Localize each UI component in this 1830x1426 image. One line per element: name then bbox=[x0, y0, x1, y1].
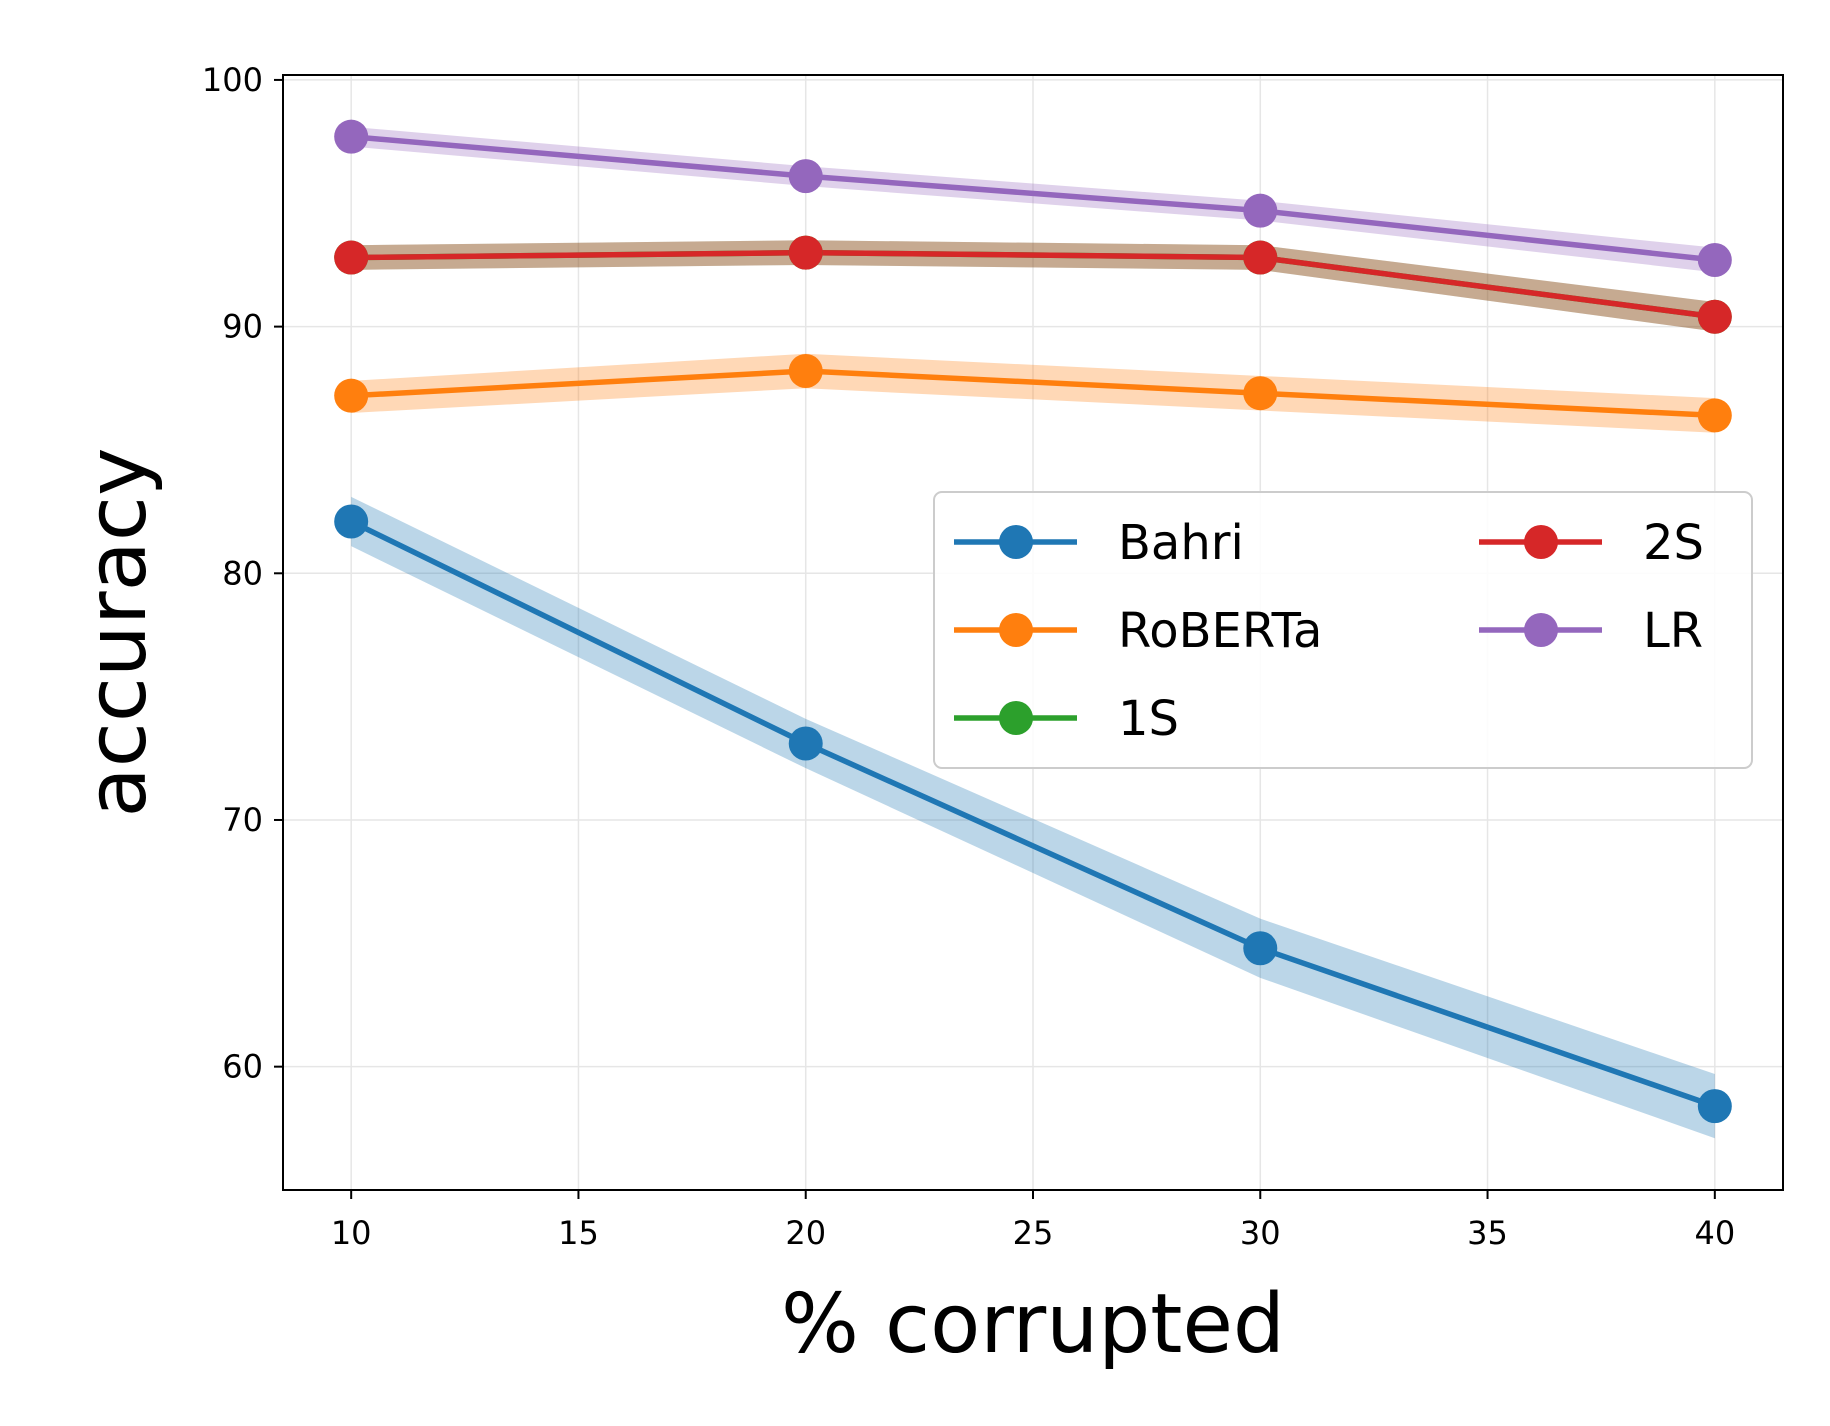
point-lr bbox=[1697, 243, 1732, 278]
legend-label: LR bbox=[1643, 603, 1703, 659]
band-2s bbox=[351, 240, 1715, 332]
line-2s bbox=[351, 249, 1716, 320]
legend-label: Bahri bbox=[1118, 515, 1244, 571]
legend: Bahri RoBERTa 1S 2S LR bbox=[933, 491, 1753, 769]
point-2s bbox=[788, 235, 823, 270]
point-roberta bbox=[1243, 376, 1278, 411]
point-bahri bbox=[788, 726, 823, 761]
legend-item-2s: 2S bbox=[1479, 515, 1704, 571]
point-2s bbox=[1243, 240, 1278, 275]
series-markers bbox=[334, 119, 1732, 1124]
band-roberta bbox=[351, 353, 1715, 433]
confidence-bands bbox=[351, 126, 1715, 1139]
x-tick-label: 10 bbox=[331, 1214, 372, 1252]
point-roberta bbox=[334, 378, 369, 413]
x-axis-title: % corrupted bbox=[781, 1277, 1285, 1372]
point-roberta bbox=[788, 354, 823, 389]
x-tick-label: 30 bbox=[1240, 1214, 1281, 1252]
y-tick-label: 80 bbox=[222, 554, 263, 592]
line-roberta bbox=[351, 368, 1715, 419]
legend-item-1s: 1S bbox=[954, 691, 1179, 747]
point-lr bbox=[334, 119, 369, 154]
band-lr bbox=[351, 126, 1715, 273]
legend-label: 2S bbox=[1643, 515, 1704, 571]
legend-swatch-marker bbox=[1524, 525, 1558, 559]
legend-swatch-marker bbox=[1524, 613, 1558, 647]
point-bahri bbox=[1697, 1089, 1732, 1124]
y-axis-title: accuracy bbox=[70, 448, 165, 818]
legend-label: RoBERTa bbox=[1118, 603, 1322, 659]
point-2s bbox=[334, 240, 369, 275]
legend-box bbox=[933, 491, 1753, 769]
y-tick-label: 100 bbox=[202, 61, 263, 99]
line-bahri bbox=[349, 519, 1716, 1109]
y-tick-label: 90 bbox=[222, 308, 263, 346]
x-tick-label: 35 bbox=[1467, 1214, 1508, 1252]
point-2s bbox=[1697, 299, 1732, 334]
point-lr bbox=[1243, 193, 1278, 228]
x-tick-label: 25 bbox=[1013, 1214, 1054, 1252]
y-tick-label: 60 bbox=[222, 1048, 263, 1086]
legend-swatch-marker bbox=[999, 525, 1033, 559]
legend-item-bahri: Bahri bbox=[954, 515, 1244, 571]
point-bahri bbox=[1243, 931, 1278, 966]
legend-item-roberta: RoBERTa bbox=[954, 603, 1322, 659]
x-tick-label: 15 bbox=[558, 1214, 599, 1252]
point-bahri bbox=[334, 504, 369, 539]
band-bahri bbox=[351, 496, 1715, 1139]
x-tick-label: 40 bbox=[1694, 1214, 1735, 1252]
series-lines bbox=[349, 133, 1716, 1109]
legend-swatch-marker bbox=[999, 701, 1033, 735]
y-tick-label: 70 bbox=[222, 801, 263, 839]
legend-swatch-marker bbox=[999, 613, 1033, 647]
axis-ticks: 10 15 20 25 30 35 40 60 70 80 90 100 bbox=[202, 61, 1735, 1252]
band-1s bbox=[351, 240, 1715, 332]
point-lr bbox=[788, 159, 823, 194]
legend-label: 1S bbox=[1118, 691, 1179, 747]
line-lr bbox=[350, 133, 1716, 263]
x-tick-label: 20 bbox=[785, 1214, 826, 1252]
legend-item-lr: LR bbox=[1479, 603, 1703, 659]
point-roberta bbox=[1697, 398, 1732, 433]
